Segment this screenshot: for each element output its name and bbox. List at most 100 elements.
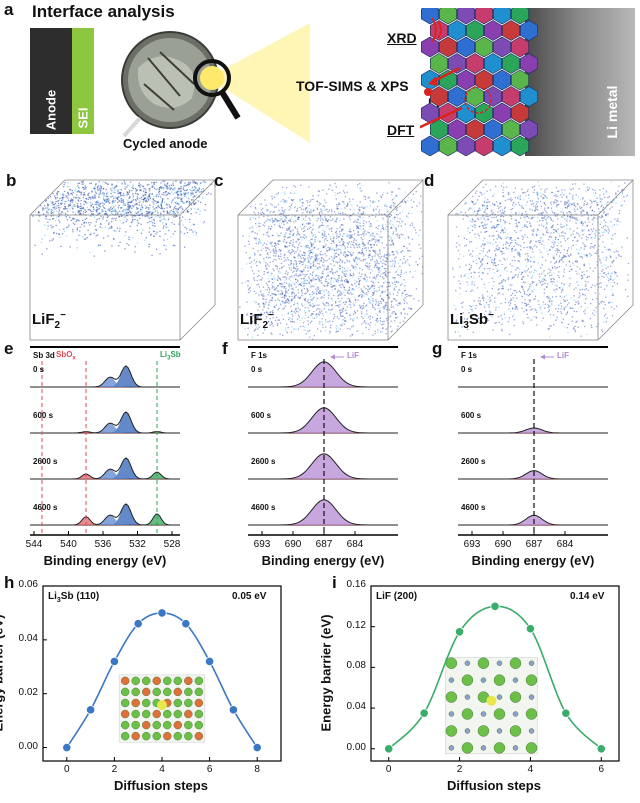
x-axis-label: Binding energy (eV) [471, 553, 595, 568]
panel-letter: c [214, 171, 224, 190]
x-tick-label: 540 [60, 539, 77, 550]
data-point [205, 656, 215, 666]
x-tick-label: 4 [527, 764, 534, 775]
x-tick-label: 693 [253, 539, 271, 550]
anode-label: Anode [43, 89, 59, 131]
y-tick-label: 0.00 [18, 740, 38, 752]
x-tick-label: 0 [64, 764, 70, 775]
x-axis-label: Diffusion steps [447, 778, 541, 793]
y-tick-label: 0.00 [346, 741, 366, 753]
time-label: 0 s [33, 365, 45, 374]
time-label: 0 s [461, 365, 473, 374]
y-tick-label: 0.06 [18, 579, 38, 590]
cube-species-label: Li3Sb− [450, 310, 494, 331]
panel-letter: g [432, 339, 443, 358]
cube-label-label: LiF [32, 311, 55, 328]
data-point [157, 608, 167, 618]
y-tick-label: 0.16 [346, 579, 366, 590]
barrier-value-annotation: 0.14 eV [570, 591, 605, 602]
chart-title: LiF (200) [376, 591, 418, 602]
xps-depth-profile [30, 346, 180, 536]
cube-label-label2: Sb [468, 311, 489, 328]
y-tick-label: 0.08 [346, 660, 366, 672]
energy-barrier-chart [370, 585, 620, 762]
cube-label-sub: 3 [463, 320, 469, 331]
time-label: 600 s [33, 411, 54, 420]
x-tick-label: 0 [385, 764, 392, 775]
time-label: 4600 s [33, 503, 58, 512]
cube-label-sup: − [268, 310, 274, 321]
data-point [62, 742, 72, 753]
core-level-label: Sb 3d [33, 351, 55, 360]
data-point [181, 619, 191, 629]
x-tick-label: 687 [315, 539, 333, 550]
time-label: 0 s [251, 365, 263, 374]
data-point [109, 656, 120, 666]
x-tick-label: 8 [254, 764, 260, 775]
time-label: 600 s [461, 411, 482, 420]
chart-title-part: Sb (110) [60, 591, 100, 602]
y-tick-label: 0.12 [346, 619, 366, 631]
data-point [419, 708, 429, 718]
panel-letter: e [4, 339, 14, 358]
x-axis-label: Binding energy (eV) [43, 553, 167, 568]
chart-title-part: 3 [56, 597, 61, 604]
x-tick-label: 4 [159, 764, 165, 775]
cycled-anode-label: Cycled anode [123, 136, 208, 151]
cycled-anode-illustration [121, 23, 310, 143]
tofsims-xps-label: TOF-SIMS & XPS [296, 78, 409, 94]
time-label: 2600 s [461, 457, 486, 466]
time-label: 4600 s [461, 503, 486, 512]
x-tick-label: 2 [111, 764, 118, 775]
y-axis-label: Energy barrier (eV) [0, 613, 6, 732]
x-axis-label: Binding energy (eV) [261, 553, 385, 568]
cube-label-sub: 2 [262, 320, 269, 331]
y-axis-label: Energy barrier (eV) [318, 613, 334, 732]
x-tick-label: 544 [25, 539, 43, 550]
atomic-structure-inset [118, 674, 206, 743]
annot-sub: x [72, 355, 76, 362]
cube-label-label: Li [450, 311, 464, 328]
x-tick-label: 684 [346, 539, 364, 550]
sei-block [72, 28, 94, 134]
core-level-label: F 1s [251, 351, 268, 360]
data-point [85, 705, 96, 715]
x-tick-label: 684 [556, 539, 574, 550]
panel-a-letter: a [4, 0, 14, 19]
xps-depth-profile [458, 346, 608, 536]
annot-text: Sb [170, 350, 181, 359]
panel-letter: i [332, 573, 337, 592]
cube-label-sup: − [60, 310, 66, 321]
atomic-structure-inset [445, 656, 538, 755]
data-point [454, 627, 465, 637]
x-tick-label: 2 [456, 764, 463, 775]
x-tick-label: 6 [598, 764, 605, 775]
x-axis-label: Diffusion steps [114, 778, 208, 793]
x-tick-label: 528 [163, 539, 181, 550]
xrd-label: XRD [387, 30, 417, 46]
panel-letter: f [222, 339, 228, 358]
energy-barrier-chart [42, 585, 282, 762]
lif-annotation: LiF [557, 351, 569, 360]
cube-species-label: LiF2− [240, 310, 274, 331]
data-point [596, 744, 606, 754]
core-level-label: F 1s [461, 351, 478, 360]
anode-block [30, 28, 72, 134]
x-tick-label: 690 [494, 539, 512, 550]
x-tick-label: 6 [206, 764, 213, 775]
cube-label-sup: − [488, 310, 494, 321]
panel-a-title: Interface analysis [32, 2, 175, 21]
dft-label: DFT [387, 122, 415, 138]
tomography-cube [29, 179, 216, 341]
data-point [490, 601, 500, 611]
y-tick-label: 0.02 [18, 686, 38, 698]
li3sb-annotation: Li3Sb [160, 350, 181, 362]
annot-text: Li [160, 350, 168, 359]
data-point [252, 742, 262, 753]
y-tick-label: 0.04 [18, 632, 38, 644]
interface-lattice-illustration [420, 8, 635, 156]
y-tick-label: 0.04 [346, 701, 366, 713]
chart-title-part: Li [48, 591, 57, 602]
panel-letter: d [424, 171, 435, 190]
panel-letter: b [6, 171, 17, 190]
